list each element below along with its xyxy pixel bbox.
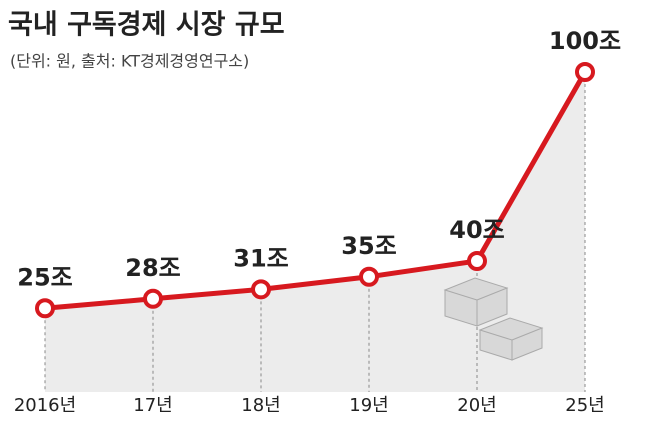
x-tick-label: 2016년 [14,395,76,416]
value-label: 35조 [341,232,396,260]
point [575,62,595,82]
x-tick-label: 17년 [133,395,172,416]
point [359,266,379,287]
x-tick-label: 19년 [349,395,388,416]
x-tick-label: 18년 [241,395,280,416]
point [251,279,271,300]
value-label: 31조 [233,244,288,272]
chart-title: 국내 구독경제 시장 규모 [8,10,285,41]
point [35,298,55,319]
value-label: 25조 [17,263,72,291]
money-icon [443,277,544,361]
point [143,288,163,309]
chart-subtitle: (단위: 원, 출처: KT경제경영연구소) [10,52,249,71]
point [467,251,487,271]
value-label: 100조 [549,27,621,55]
x-tick-label: 25년 [565,395,604,416]
line [44,70,588,311]
value-label: 40조 [449,216,504,244]
x-tick-label: 20년 [457,395,496,416]
value-label: 28조 [125,254,180,282]
